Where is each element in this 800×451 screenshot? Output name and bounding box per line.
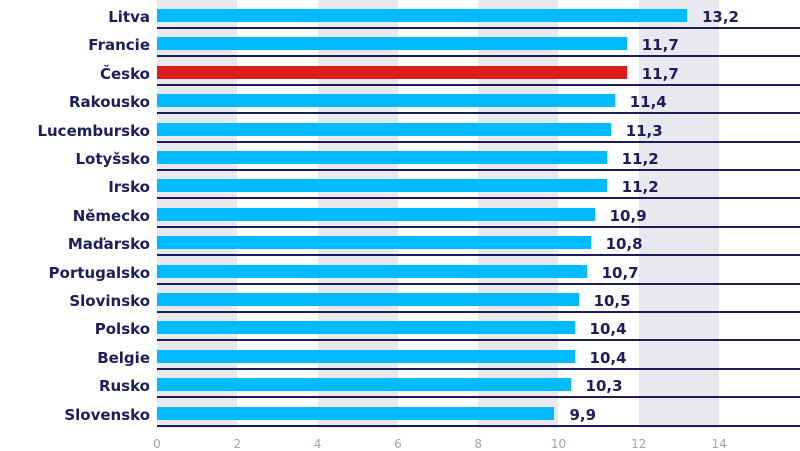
row-separator: [157, 311, 800, 313]
category-label: Belgie: [97, 348, 150, 367]
value-label: 10,9: [609, 206, 647, 225]
bar-row: Lotyšsko 11,2: [0, 145, 800, 173]
x-tick-label: 14: [711, 437, 727, 451]
bar-row: Lucembursko 11,3: [0, 117, 800, 145]
bar: [157, 406, 555, 420]
category-label: Česko: [100, 64, 150, 83]
bar: [157, 264, 587, 278]
bar-row: Polsko 10,4: [0, 315, 800, 343]
bar-row: Rusko 10,3: [0, 372, 800, 400]
bar-row: Německo 10,9: [0, 202, 800, 230]
row-separator: [157, 225, 800, 228]
category-label: Francie: [88, 36, 150, 55]
row-separator: [157, 140, 800, 143]
row-separator: [157, 254, 800, 257]
bar-row: Slovensko 9,9: [0, 401, 800, 429]
category-label: Německo: [72, 206, 150, 225]
bar-row: Francie 11,7: [0, 31, 800, 59]
value-label: 10,5: [593, 292, 631, 310]
value-label: 10,7: [601, 263, 639, 282]
bar-row: Belgie 10,4: [0, 344, 800, 372]
value-label: 11,4: [629, 93, 667, 112]
bar: [157, 321, 575, 335]
row-separator: [157, 83, 800, 86]
bar: [157, 207, 595, 221]
bar: [157, 94, 615, 108]
bar: [157, 378, 571, 392]
x-tick-label: 0: [153, 437, 161, 451]
value-label: 10,3: [585, 377, 623, 396]
bar: [157, 37, 627, 51]
bar: [157, 349, 575, 363]
value-label: 10,8: [605, 235, 643, 254]
bar: [157, 9, 687, 22]
row-separator: [157, 112, 800, 115]
value-label: 10,4: [589, 348, 627, 367]
x-tick-label: 4: [313, 437, 322, 451]
category-label: Lotyšsko: [75, 150, 150, 168]
category-label: Rakousko: [68, 93, 150, 112]
row-separator: [157, 282, 800, 285]
category-label: Maďarsko: [67, 235, 150, 254]
row-separator: [157, 27, 800, 29]
bar-row: Rakousko 11,4: [0, 88, 800, 116]
bar: [157, 179, 607, 193]
row-separator: [157, 55, 800, 58]
category-label: Rusko: [98, 377, 150, 396]
bar: [157, 122, 611, 136]
value-label: 10,4: [589, 320, 627, 339]
row-separator: [157, 396, 800, 399]
bar: [157, 151, 607, 164]
x-tick-label: 2: [233, 437, 242, 451]
x-tick-label: 8: [474, 437, 483, 451]
row-separator: [157, 424, 800, 427]
bar: [157, 236, 591, 250]
value-label: 11,3: [625, 121, 663, 140]
category-label: Slovensko: [64, 405, 150, 424]
bar-row: Česko 11,7: [0, 60, 800, 88]
value-label: 11,2: [621, 150, 659, 168]
x-tick-label: 12: [631, 437, 647, 451]
category-label: Litva: [108, 8, 150, 26]
bar-row: Irsko 11,2: [0, 173, 800, 201]
row-separator: [157, 367, 800, 370]
value-label: 11,2: [621, 178, 659, 197]
value-label: 11,7: [641, 64, 679, 83]
bar-row: Slovinsko 10,5: [0, 287, 800, 315]
row-separator: [157, 169, 800, 171]
bar-row: Litva 13,2: [0, 3, 800, 31]
bar-row: Maďarsko 10,8: [0, 230, 800, 258]
value-label: 11,7: [641, 36, 679, 55]
category-label: Irsko: [108, 178, 150, 197]
bar: [157, 293, 579, 306]
value-label: 9,9: [569, 405, 597, 424]
row-separator: [157, 197, 800, 200]
x-tick-label: 6: [394, 437, 402, 451]
row-separator: [157, 339, 800, 342]
value-label: 13,2: [701, 8, 739, 26]
highlight-bar: [157, 65, 627, 79]
bar-row: Portugalsko 10,7: [0, 259, 800, 287]
category-label: Slovinsko: [69, 292, 150, 310]
category-label: Lucembursko: [37, 121, 150, 140]
x-tick-label: 10: [550, 437, 567, 451]
grid-band: [638, 0, 720, 428]
category-label: Portugalsko: [48, 263, 150, 282]
category-label: Polsko: [94, 320, 150, 339]
